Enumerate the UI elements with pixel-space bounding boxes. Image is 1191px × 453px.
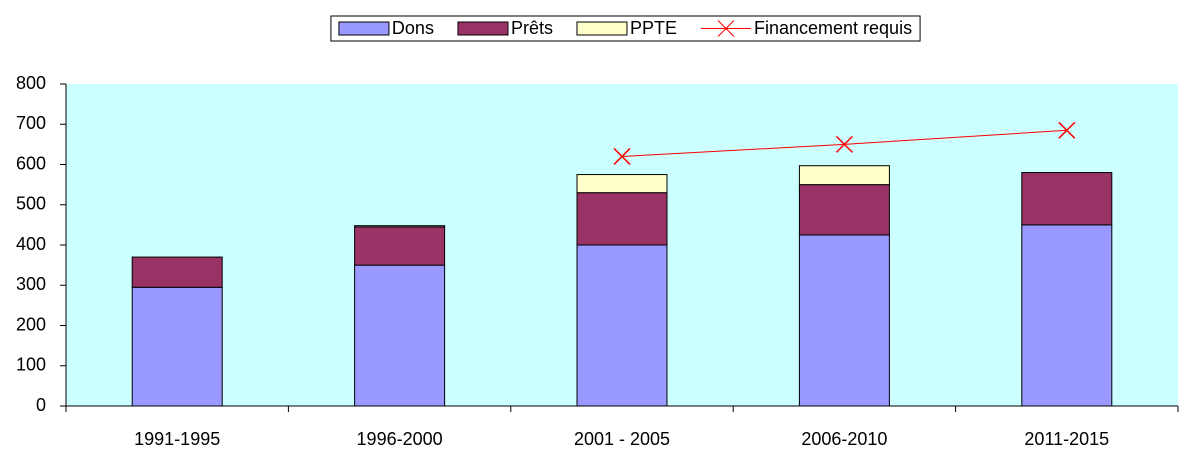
bar-segment [354,264,446,407]
legend-label: Financement requis [754,18,912,38]
legend-item: PPTE [576,18,677,38]
bar-segment [131,286,223,407]
legend-item: Prêts [457,18,553,38]
x-tick-label: 1996-2000 [357,429,443,449]
bar-segment [1021,224,1113,407]
legend-swatch [338,21,390,36]
bar-segment [798,234,890,407]
legend-label: PPTE [630,18,677,38]
legend-marker [717,20,735,37]
y-tick-label: 200 [16,314,46,334]
x-tick-label: 2006-2010 [801,429,887,449]
legend-label: Dons [392,18,434,38]
legend-label: Prêts [511,18,553,38]
y-tick-label: 600 [16,153,46,173]
x-tick-label: 2011-2015 [1024,429,1109,449]
y-tick-label: 500 [16,194,46,214]
bar-segment [798,184,890,236]
bar-segment [354,225,446,228]
bar-segment [354,226,446,266]
legend-item: Dons [338,18,434,38]
bar-segment [576,244,668,407]
legend-item: Financement requis [700,18,912,38]
y-tick-label: 0 [36,395,46,415]
legend: Dons Prêts PPTE Financement requis [330,15,921,42]
bar-segment [1021,172,1113,226]
marker [613,147,631,165]
marker [1058,121,1076,139]
bar-segment [798,165,890,186]
x-tick-label: 1991-1995 [134,429,220,449]
legend-swatch [457,21,509,36]
y-tick-label: 400 [16,234,46,254]
bar-segment [131,256,223,288]
y-tick-label: 100 [16,355,46,375]
bar-segment [576,174,668,194]
y-tick-label: 800 [16,73,46,93]
x-tick-label: 2001 - 2005 [574,429,670,449]
marker [835,135,853,153]
y-tick-label: 700 [16,113,46,133]
bar-segment [576,192,668,246]
legend-swatch [576,21,628,36]
y-tick-label: 300 [16,274,46,294]
